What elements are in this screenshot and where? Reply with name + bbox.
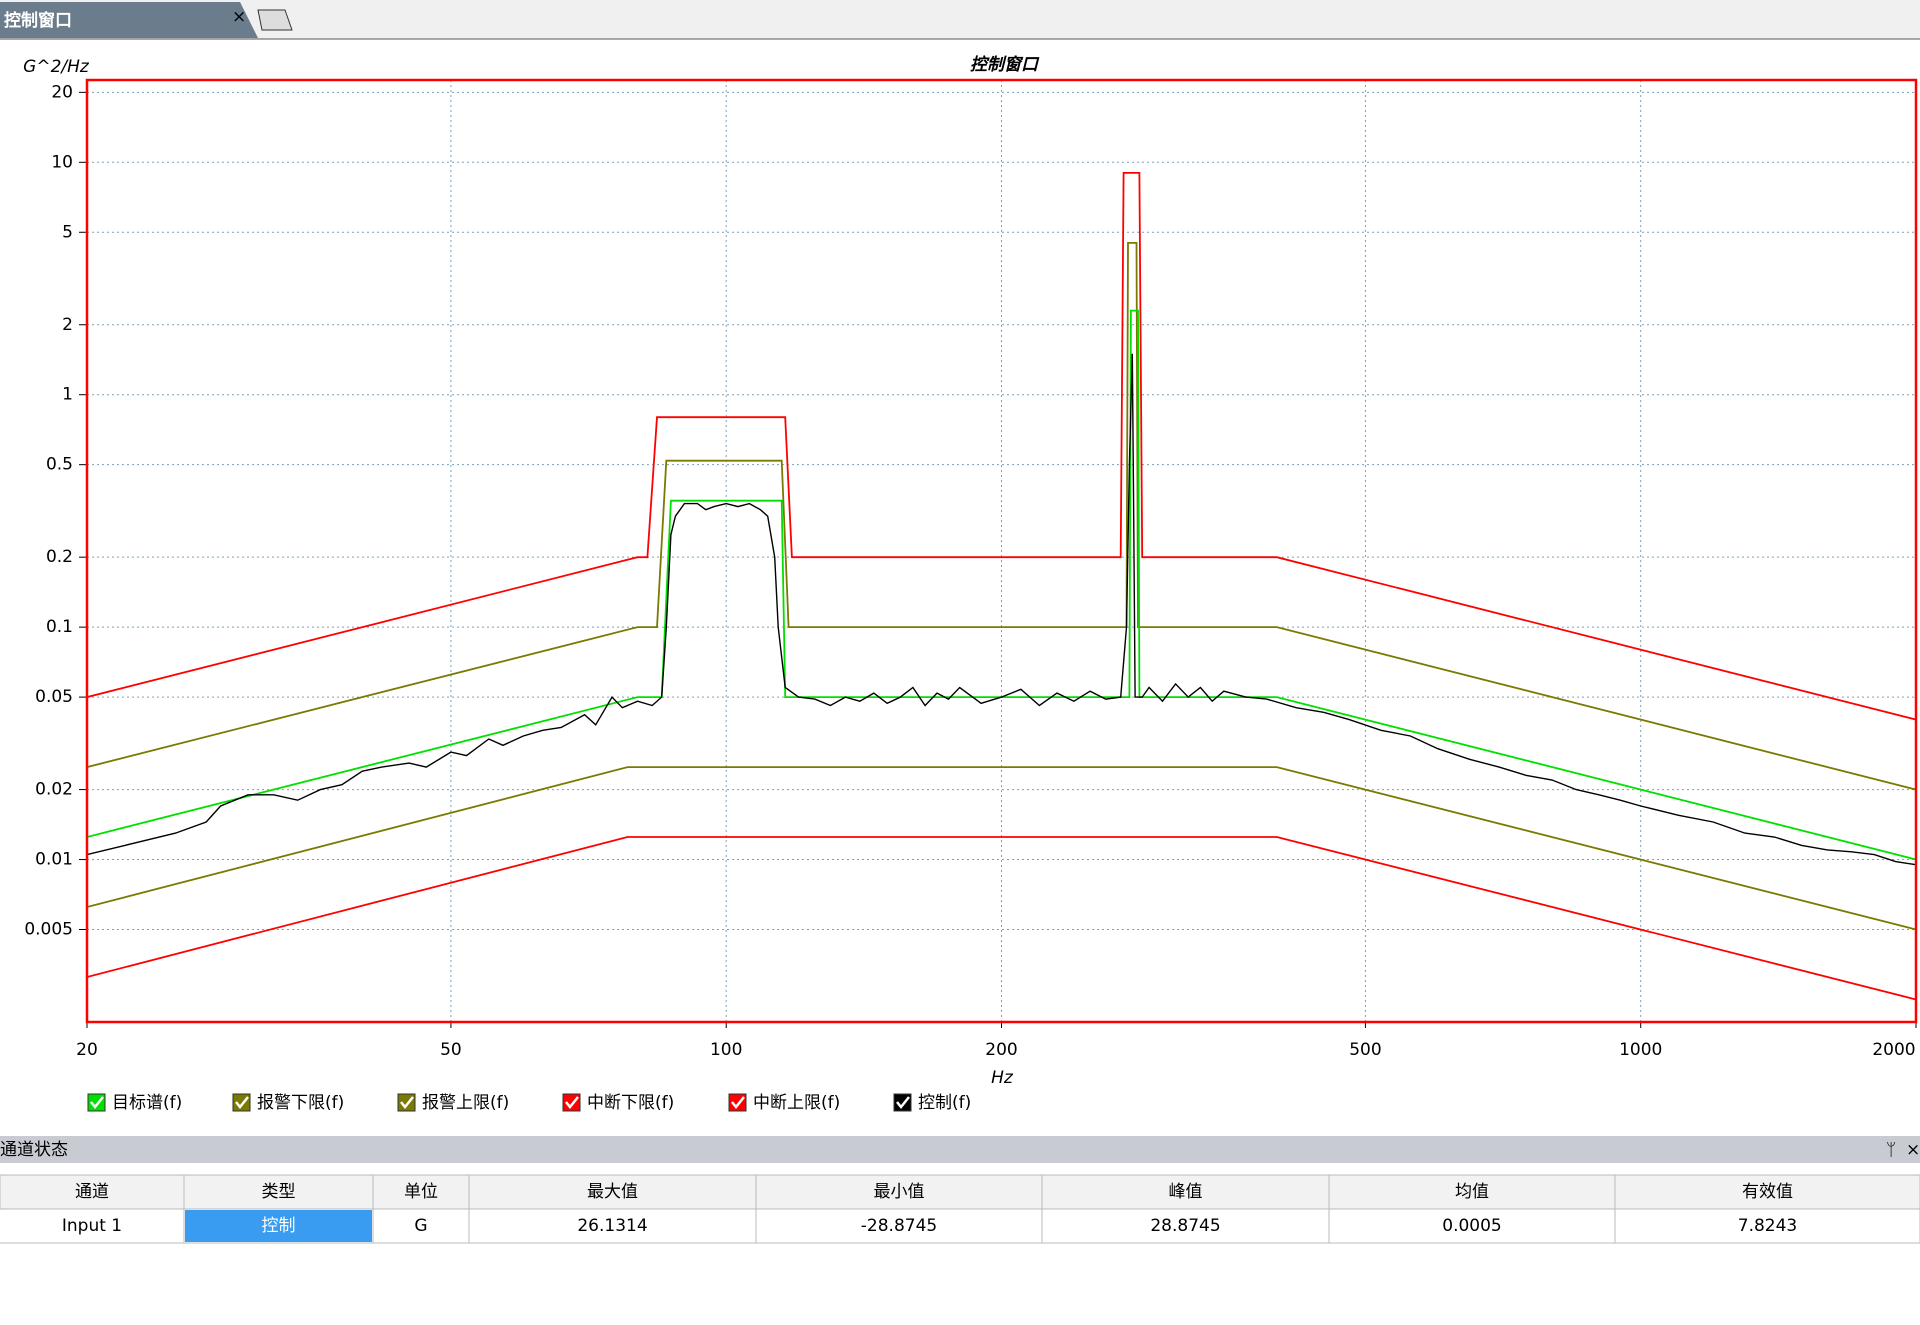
x-tick-label: 2000 — [1872, 1040, 1915, 1060]
y-tick-label: 0.005 — [24, 920, 73, 940]
legend-check — [896, 1096, 910, 1110]
table-header-cell: 最大值 — [587, 1182, 638, 1202]
legend-label: 报警上限(f) — [422, 1093, 509, 1113]
pin-button[interactable]: ᛘ — [1886, 1140, 1896, 1160]
y-tick-label: 10 — [51, 152, 73, 172]
table-cell: 7.8243 — [1738, 1216, 1797, 1236]
y-tick-label: 5 — [62, 222, 73, 242]
x-tick-label: 500 — [1349, 1040, 1381, 1060]
table-cell: Input 1 — [62, 1216, 122, 1236]
table-cell: -28.8745 — [861, 1216, 937, 1236]
close-button[interactable]: × — [1906, 1140, 1920, 1160]
series-line — [87, 241, 1916, 791]
series-line — [87, 309, 1916, 861]
y-tick-label: 20 — [51, 82, 73, 102]
legend-check — [400, 1096, 414, 1110]
series-line — [87, 171, 1916, 721]
series-line — [87, 766, 1916, 931]
table-header-cell: 类型 — [262, 1182, 296, 1202]
table-cell: 控制 — [262, 1216, 296, 1236]
table-header-cell: 均值 — [1455, 1182, 1489, 1202]
table-cell: 28.8745 — [1150, 1216, 1220, 1236]
tab-close[interactable]: × — [232, 7, 246, 27]
new-tab[interactable] — [257, 9, 293, 31]
y-tick-label: 2 — [62, 315, 73, 335]
table-cell: 26.1314 — [577, 1216, 647, 1236]
x-tick-label: 200 — [985, 1040, 1017, 1060]
legend-check — [731, 1096, 745, 1110]
series-line — [87, 836, 1916, 1001]
table-header-cell: 通道 — [75, 1182, 109, 1202]
table-header-cell: 单位 — [404, 1182, 438, 1202]
legend-label: 报警下限(f) — [257, 1093, 344, 1113]
y-tick-label: 0.05 — [35, 687, 73, 707]
y-tick-label: 1 — [62, 385, 73, 405]
y-tick-label: 0.1 — [46, 617, 73, 637]
legend-check — [90, 1096, 104, 1110]
panel-header — [0, 1136, 1920, 1163]
panel-title: 通道状态 — [0, 1140, 68, 1160]
legend-label: 目标谱(f) — [112, 1093, 182, 1113]
selected-cell[interactable] — [185, 1210, 372, 1242]
y-tick-label: 0.5 — [46, 455, 73, 475]
legend-label: 中断上限(f) — [753, 1093, 840, 1113]
y-axis-label: G^2/Hz — [23, 57, 90, 77]
chart-title: 控制窗口 — [970, 55, 1040, 75]
legend-label: 中断下限(f) — [587, 1093, 674, 1113]
y-tick-label: 0.02 — [35, 780, 73, 800]
tab-bar — [0, 0, 1920, 39]
x-tick-label: 1000 — [1619, 1040, 1662, 1060]
active-tab[interactable] — [0, 2, 258, 38]
y-tick-label: 0.2 — [46, 547, 73, 567]
x-tick-label: 50 — [440, 1040, 462, 1060]
table-cell: 0.0005 — [1442, 1216, 1501, 1236]
table-cell: G — [414, 1216, 427, 1236]
x-tick-label: 20 — [76, 1040, 98, 1060]
x-axis-label: Hz — [991, 1068, 1014, 1088]
tab-title: 控制窗口 — [4, 10, 72, 31]
x-tick-label: 100 — [710, 1040, 742, 1060]
series-line — [87, 353, 1916, 866]
legend-label: 控制(f) — [918, 1093, 971, 1113]
y-tick-label: 0.01 — [35, 850, 73, 870]
legend-check — [565, 1096, 579, 1110]
legend-check — [235, 1096, 249, 1110]
plot-frame — [85, 78, 1918, 1024]
table-header-cell: 有效值 — [1742, 1182, 1793, 1202]
table-header-cell: 峰值 — [1169, 1182, 1203, 1202]
table-header-bg — [0, 1174, 1920, 1210]
table-header-cell: 最小值 — [874, 1182, 925, 1202]
